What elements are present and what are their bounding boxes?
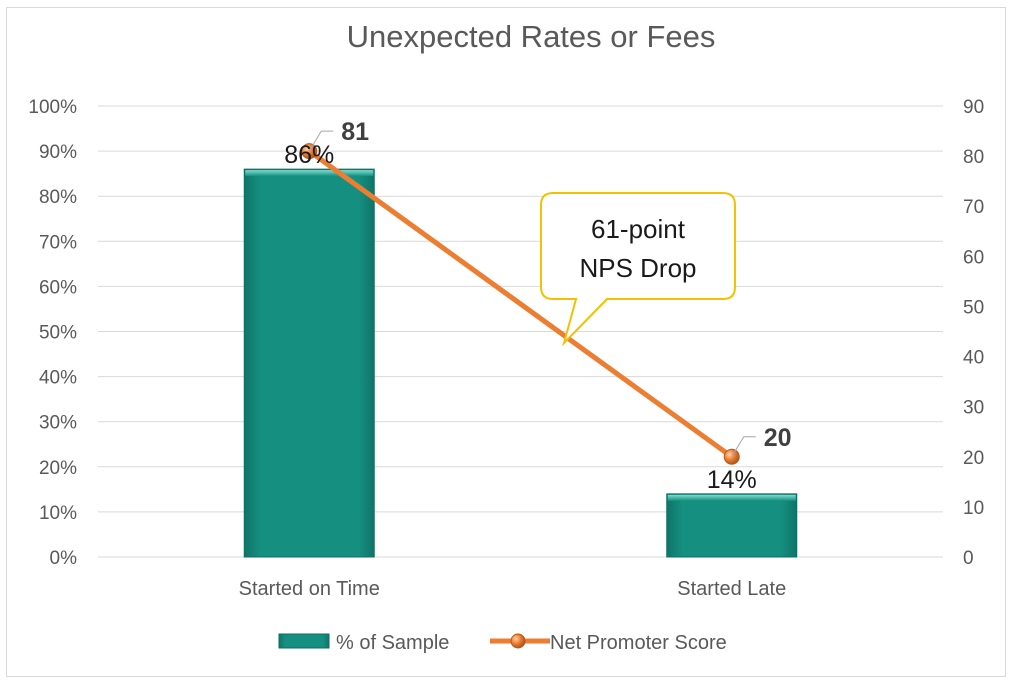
callout-line-2: NPS Drop [579,253,696,283]
left-axis-tick-label: 0% [50,548,78,569]
legend-line-label: Net Promoter Score [550,632,727,654]
nps-data-label: 81 [341,118,369,146]
left-axis-tick-label: 70% [39,232,77,253]
chart-title: Unexpected Rates or Fees [347,19,716,54]
left-axis-tick-label: 20% [39,458,77,479]
right-axis-tick-label: 80 [963,147,984,168]
legend-bar-swatch [278,633,330,649]
category-label: Started Late [677,578,786,600]
callout-bubble [540,192,736,347]
right-axis-tick-label: 0 [963,548,974,569]
left-axis-tick-label: 30% [39,413,77,434]
right-axis-tick-label: 40 [963,348,984,369]
gridlines [98,105,943,558]
bar-series [243,168,798,558]
callout-line-1: 61-point [591,214,686,244]
left-axis-tick-label: 90% [39,142,77,163]
left-axis-tick-label: 10% [39,503,77,524]
bar [666,493,798,558]
right-axis-tick-label: 50 [963,297,984,318]
left-axis-tick-label: 100% [28,97,77,118]
category-label: Started on Time [239,578,380,600]
nps-leader-line [731,436,756,458]
legend-bar-label: % of Sample [336,632,449,654]
right-axis-ticks: 0 10 20 30 40 50 60 70 80 90 [963,97,984,569]
category-labels: Started on Time Started Late [239,578,787,600]
left-axis-tick-label: 50% [39,323,77,344]
right-axis-tick-label: 90 [963,97,984,118]
right-axis-tick-label: 30 [963,398,984,419]
chart-frame [6,7,1006,677]
nps-leader-line [308,130,334,152]
left-axis-ticks: 0% 10% 20% 30% 40% 50% 60% 70% 80% 90% 100% [28,97,77,569]
legend: % of Sample Net Promoter Score [278,632,727,654]
data-labels: 86% 14% 81 20 [284,118,791,494]
right-axis-tick-label: 60 [963,247,984,268]
nps-line [306,148,735,460]
left-axis-tick-label: 60% [39,277,77,298]
nps-data-label: 20 [764,424,792,452]
annotation-callout: 61-point NPS Drop [540,192,736,347]
left-axis-tick-label: 40% [39,368,77,389]
bar-bevel [245,170,374,177]
bar-bevel [667,494,796,501]
left-axis-tick-label: 80% [39,187,77,208]
bar-data-label: 14% [707,466,757,494]
bar [243,168,375,558]
right-axis-tick-label: 70 [963,197,984,218]
right-axis-tick-label: 10 [963,498,984,519]
legend-line-marker [510,633,526,649]
right-axis-tick-label: 20 [963,448,984,469]
bar-data-label: 86% [284,141,334,169]
